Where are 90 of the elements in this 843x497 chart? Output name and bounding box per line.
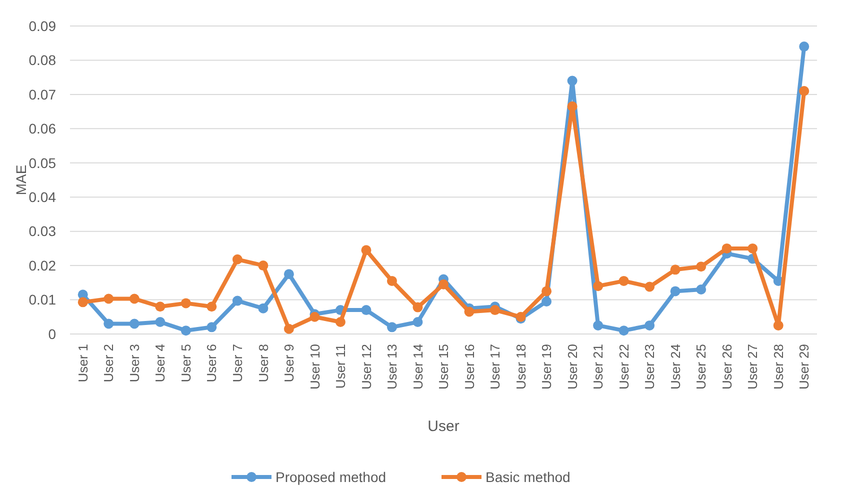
point [593,320,604,330]
x-tick-label: User 26 [719,344,734,390]
y-tick-label: 0.02 [28,257,56,274]
x-tick-label: User 6 [204,344,220,382]
point [206,302,217,312]
point [310,312,320,322]
point [284,324,294,334]
point [284,269,294,280]
y-tick-label: 0.07 [28,86,56,102]
x-tick-label: User 2 [101,344,116,382]
point [386,276,397,286]
x-tick-label: User 16 [462,344,477,390]
point [567,101,578,112]
point [155,317,166,328]
y-tick-label: 0.09 [28,18,56,34]
point [412,317,423,328]
point [335,317,346,328]
point [104,294,114,304]
point [696,284,706,295]
x-tick-label: User 18 [513,344,528,390]
x-tick-label: User 25 [694,344,709,390]
y-axis-title: MAE [13,164,29,196]
point [361,305,372,316]
x-tick-label: User 9 [282,344,296,382]
x-tick-label: User 23 [642,344,658,390]
point [258,303,268,314]
point [748,243,758,254]
point [644,282,655,292]
point [438,279,448,290]
point [799,86,810,96]
y-tick-label: 0.04 [28,189,56,206]
point [180,326,191,336]
y-tick-label: 0 [48,326,56,342]
x-tick-label: User 7 [230,344,245,382]
legend-label: Proposed method [276,468,386,485]
x-tick-label: User 5 [178,344,194,382]
x-tick-label: User 21 [590,344,606,390]
point [799,42,810,52]
point [232,296,242,306]
point [670,264,680,275]
point [490,305,500,316]
point [206,322,217,332]
x-tick-label: User 1 [75,344,90,382]
y-tick-label: 0.01 [28,292,56,308]
point [618,276,629,286]
point [232,254,242,264]
point [129,318,140,329]
point [386,322,397,332]
x-tick-label: User 14 [410,344,426,390]
point [773,320,784,330]
x-tick-label: User 10 [307,344,322,390]
x-tick-label: User 22 [616,344,632,390]
x-tick-label: User 3 [126,344,142,382]
point [696,262,706,272]
x-tick-label: User 24 [668,344,683,390]
point [412,302,423,312]
x-tick-label: User 17 [488,344,503,390]
point [567,76,578,86]
x-tick-label: User 12 [358,344,374,390]
x-tick-label: User 19 [539,344,554,390]
point [542,296,552,306]
point [722,243,732,254]
x-tick-label: User 27 [745,344,760,390]
point [644,320,655,330]
point [593,281,604,292]
point [78,297,88,308]
point [180,298,191,308]
point [542,286,552,296]
x-tick-label: User 8 [256,344,271,382]
y-tick-label: 0.03 [28,223,56,240]
x-tick-label: User 4 [152,344,168,382]
x-tick-label: User 15 [436,344,452,390]
x-tick-label: User 29 [796,344,812,390]
x-tick-label: User 11 [333,344,348,389]
y-tick-label: 0.06 [28,120,56,137]
legend-label: Basic method [486,468,570,485]
point [670,286,680,296]
x-tick-label: User 28 [770,344,786,390]
point [464,306,474,317]
point [129,294,140,304]
point [104,318,114,329]
x-tick-label: User 13 [384,344,400,390]
x-axis-title: User [428,418,460,435]
point [618,326,629,336]
point [258,260,268,271]
y-tick-label: 0.05 [28,154,56,171]
x-tick-label: User 20 [564,344,580,390]
point [361,245,372,256]
point [155,302,166,312]
y-tick-label: 0.08 [28,52,56,68]
